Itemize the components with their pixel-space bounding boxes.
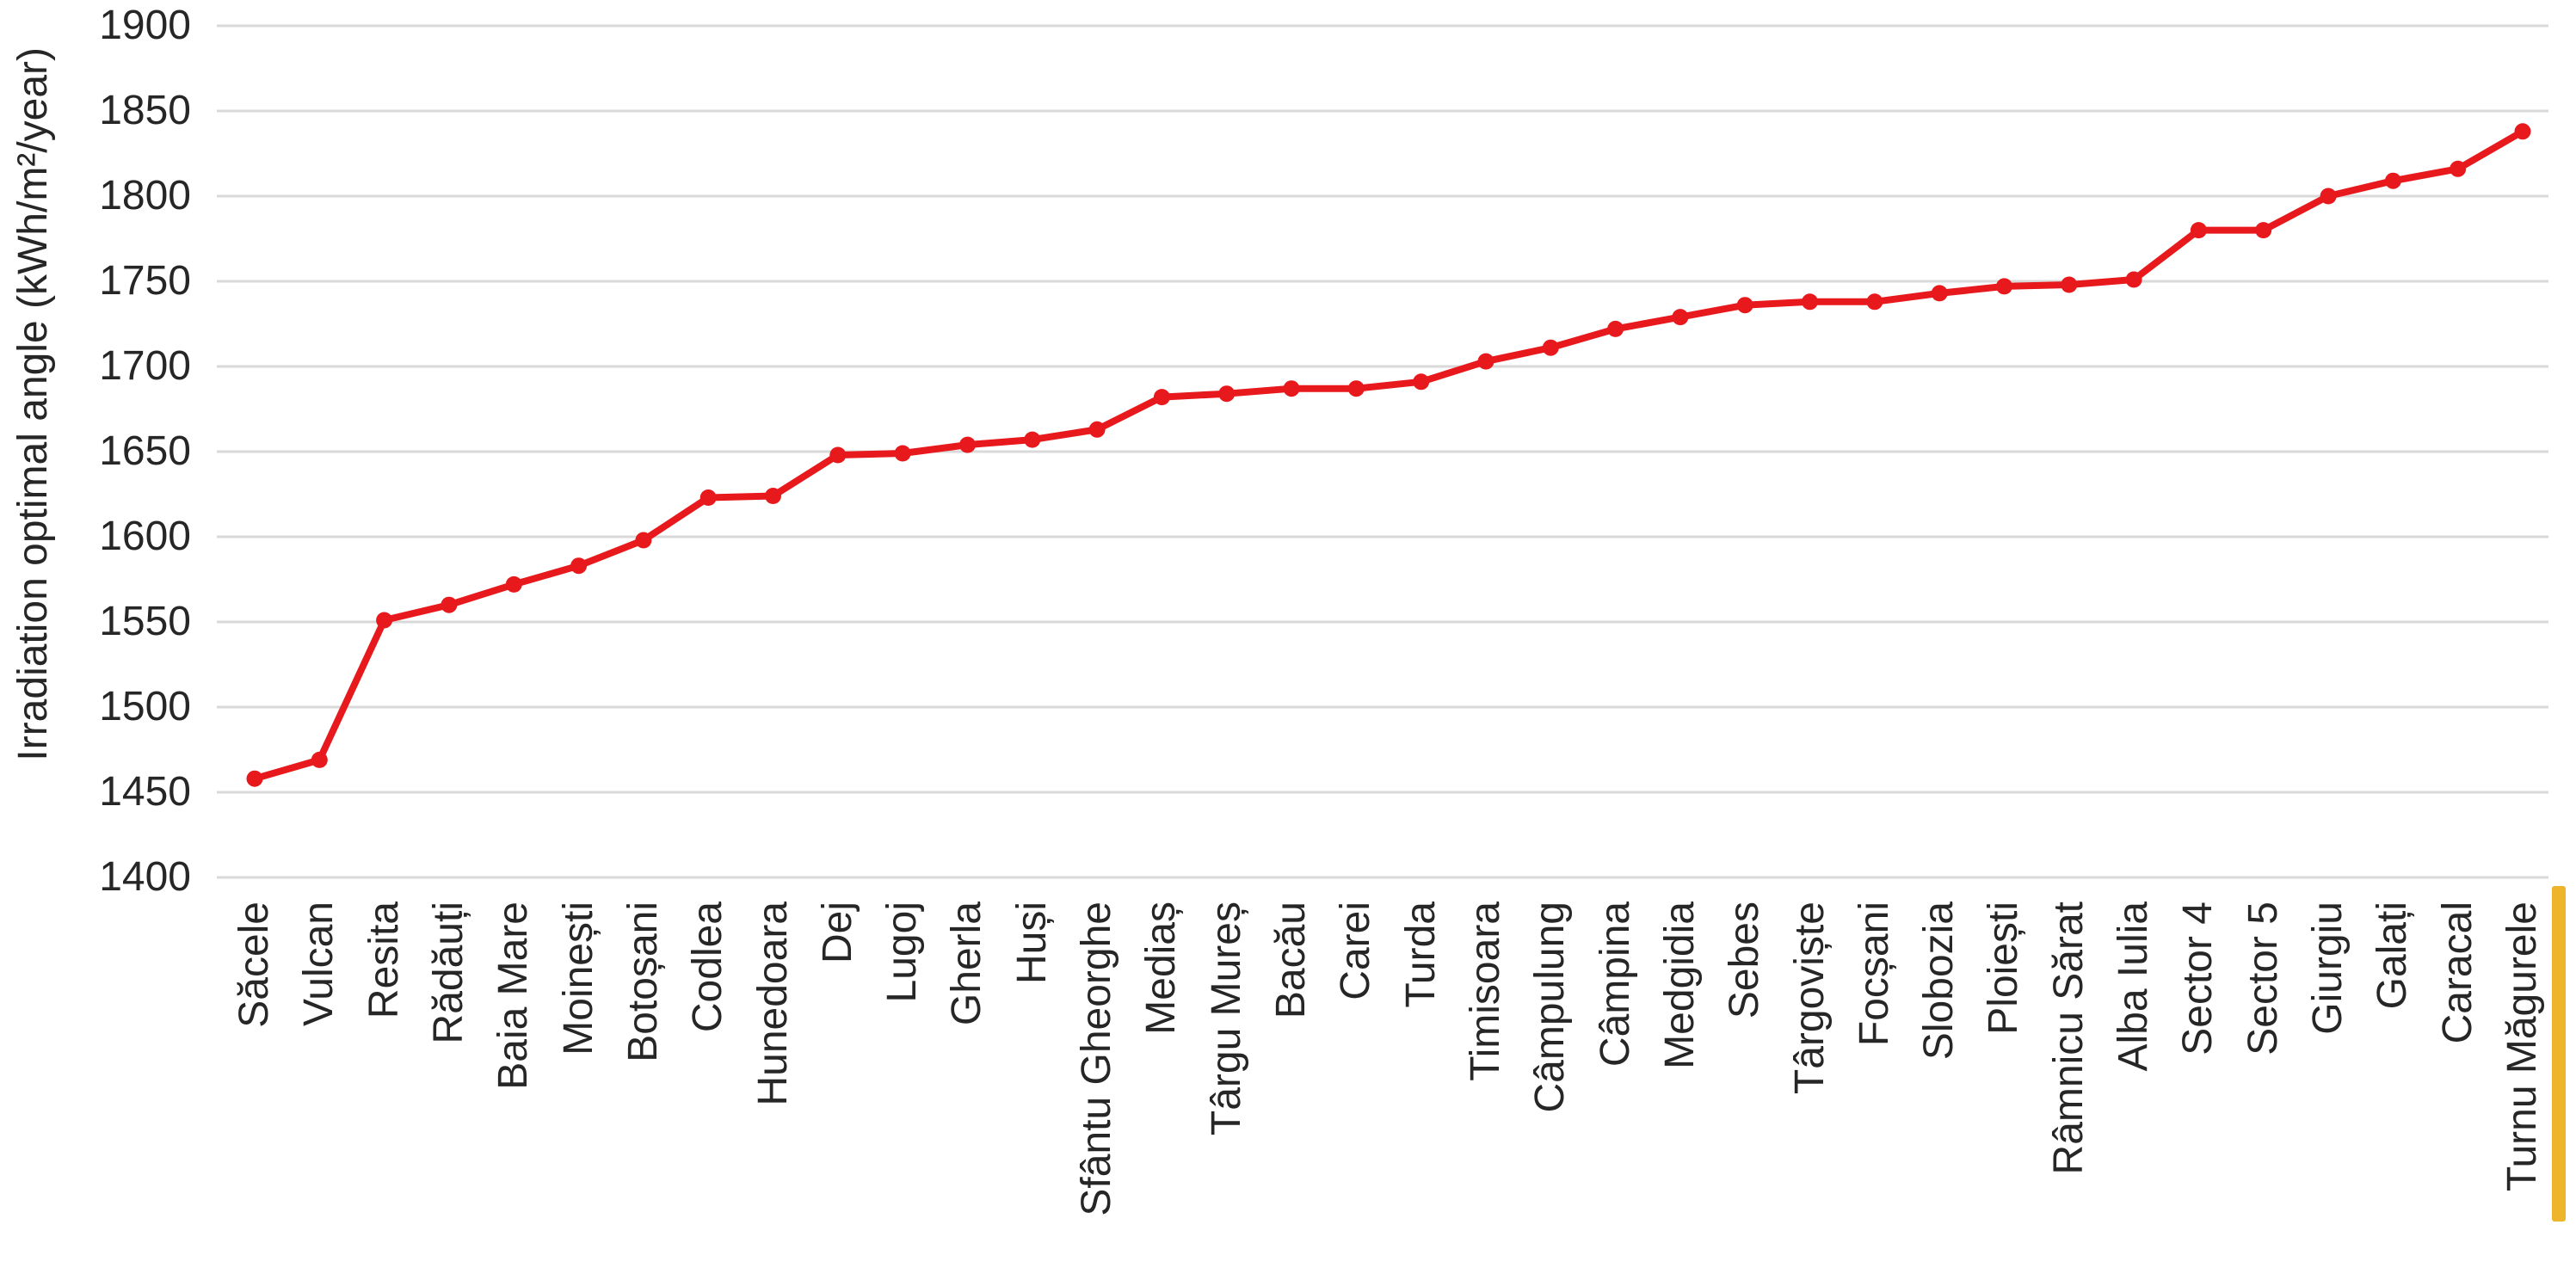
data-point-marker bbox=[2450, 160, 2467, 177]
series-line bbox=[251, 127, 2526, 783]
data-point-marker bbox=[829, 446, 847, 464]
x-axis-label: Târgu Mureș bbox=[1203, 902, 1249, 1136]
x-axis-label: Baia Mare bbox=[490, 902, 537, 1090]
data-point-marker bbox=[1283, 380, 1300, 397]
x-axis-label: Lugoj bbox=[879, 902, 926, 1003]
data-point-marker bbox=[894, 445, 911, 462]
x-axis-label: Sfântu Gheorghe bbox=[1074, 902, 1120, 1216]
data-point-marker bbox=[959, 436, 976, 453]
x-axis-label: Dej bbox=[814, 902, 860, 964]
data-point-marker bbox=[765, 488, 781, 504]
data-point-marker bbox=[505, 575, 522, 593]
data-point-marker bbox=[2061, 276, 2078, 293]
x-axis-label: Moinești bbox=[555, 902, 601, 1055]
y-tick-label: 1800 bbox=[99, 173, 191, 218]
x-axis-label: Hunedoara bbox=[749, 902, 796, 1106]
data-point-marker bbox=[1866, 293, 1883, 311]
data-point-marker bbox=[1996, 278, 2012, 295]
data-point-marker bbox=[1802, 293, 1818, 311]
x-axis-label: Timisoara bbox=[1462, 902, 1508, 1081]
data-point-marker bbox=[570, 557, 588, 575]
data-point-marker bbox=[1542, 339, 1559, 356]
data-point-marker bbox=[246, 770, 263, 787]
data-point-marker bbox=[1218, 385, 1236, 403]
data-point-marker bbox=[2514, 123, 2531, 140]
data-point-marker bbox=[2125, 271, 2142, 288]
y-tick-label: 1650 bbox=[99, 428, 191, 474]
y-tick-label: 1600 bbox=[99, 514, 191, 559]
data-point-marker bbox=[311, 751, 328, 768]
x-axis-label: Vulcan bbox=[296, 902, 342, 1026]
y-tick-label: 1550 bbox=[99, 599, 191, 644]
data-point-marker bbox=[1672, 309, 1689, 326]
y-tick-label: 1400 bbox=[99, 854, 191, 900]
x-axis-label: Rădăuți bbox=[425, 902, 471, 1044]
x-axis-label: Medgidia bbox=[1656, 902, 1703, 1069]
data-point-marker bbox=[2190, 222, 2207, 239]
highlight-bar bbox=[2552, 886, 2566, 1222]
data-point-marker bbox=[1931, 285, 1948, 302]
y-tick-label: 1850 bbox=[99, 88, 191, 133]
x-axis-label: Sebes bbox=[1722, 902, 1768, 1019]
data-point-marker bbox=[1088, 421, 1106, 438]
data-point-marker bbox=[1347, 380, 1365, 397]
data-point-marker bbox=[2255, 222, 2272, 239]
x-axis-label: Galați bbox=[2370, 902, 2416, 1010]
x-axis-label: Resita bbox=[361, 902, 407, 1019]
x-axis-label: Târgoviște bbox=[1786, 902, 1833, 1095]
x-axis-label: Slobozia bbox=[1916, 902, 1963, 1061]
data-point-marker bbox=[1607, 320, 1624, 337]
x-axis-label: Săcele bbox=[231, 902, 277, 1028]
y-tick-label: 1900 bbox=[99, 3, 191, 48]
x-axis-label: Huși bbox=[1008, 902, 1055, 985]
x-axis-label: Câmpulung bbox=[1527, 902, 1574, 1113]
y-tick-label: 1450 bbox=[99, 769, 191, 815]
x-axis-label: Sector 5 bbox=[2240, 902, 2286, 1055]
x-axis-label: Mediaș bbox=[1138, 902, 1185, 1035]
x-axis-label: Focșani bbox=[1851, 902, 1897, 1047]
x-axis-label: Râmnicu Sărat bbox=[2045, 902, 2092, 1175]
data-point-marker bbox=[1024, 431, 1041, 448]
x-axis-label: Sector 4 bbox=[2175, 902, 2222, 1055]
x-axis-label: Ploiești bbox=[1981, 902, 2027, 1035]
data-point-marker bbox=[1153, 389, 1170, 406]
y-tick-label: 1500 bbox=[99, 684, 191, 729]
x-axis-label: Botoșani bbox=[619, 902, 666, 1062]
x-axis-label: Bacău bbox=[1268, 902, 1315, 1019]
x-axis-label: Gherla bbox=[944, 902, 990, 1026]
x-axis-label: Câmpina bbox=[1592, 902, 1638, 1068]
x-axis-label: Alba Iulia bbox=[2111, 902, 2157, 1072]
x-axis-label: Turda bbox=[1397, 902, 1444, 1008]
data-point-marker bbox=[2384, 172, 2401, 189]
x-axis-label: Turnu Măgurele bbox=[2499, 902, 2545, 1192]
data-point-marker bbox=[441, 596, 458, 613]
x-axis-label: Carei bbox=[1333, 902, 1379, 1000]
x-axis-label: Giurgiu bbox=[2305, 902, 2351, 1035]
data-point-marker bbox=[1477, 353, 1494, 370]
data-point-marker bbox=[1413, 373, 1430, 391]
y-tick-label: 1750 bbox=[99, 258, 191, 304]
x-axis-label: Codlea bbox=[685, 902, 731, 1033]
data-point-marker bbox=[2320, 188, 2337, 205]
data-point-marker bbox=[635, 532, 652, 549]
data-point-marker bbox=[699, 489, 717, 506]
y-tick-label: 1700 bbox=[99, 343, 191, 389]
data-point-marker bbox=[1736, 297, 1753, 314]
data-point-marker bbox=[376, 612, 393, 629]
x-axis-label: Caracal bbox=[2434, 902, 2480, 1044]
